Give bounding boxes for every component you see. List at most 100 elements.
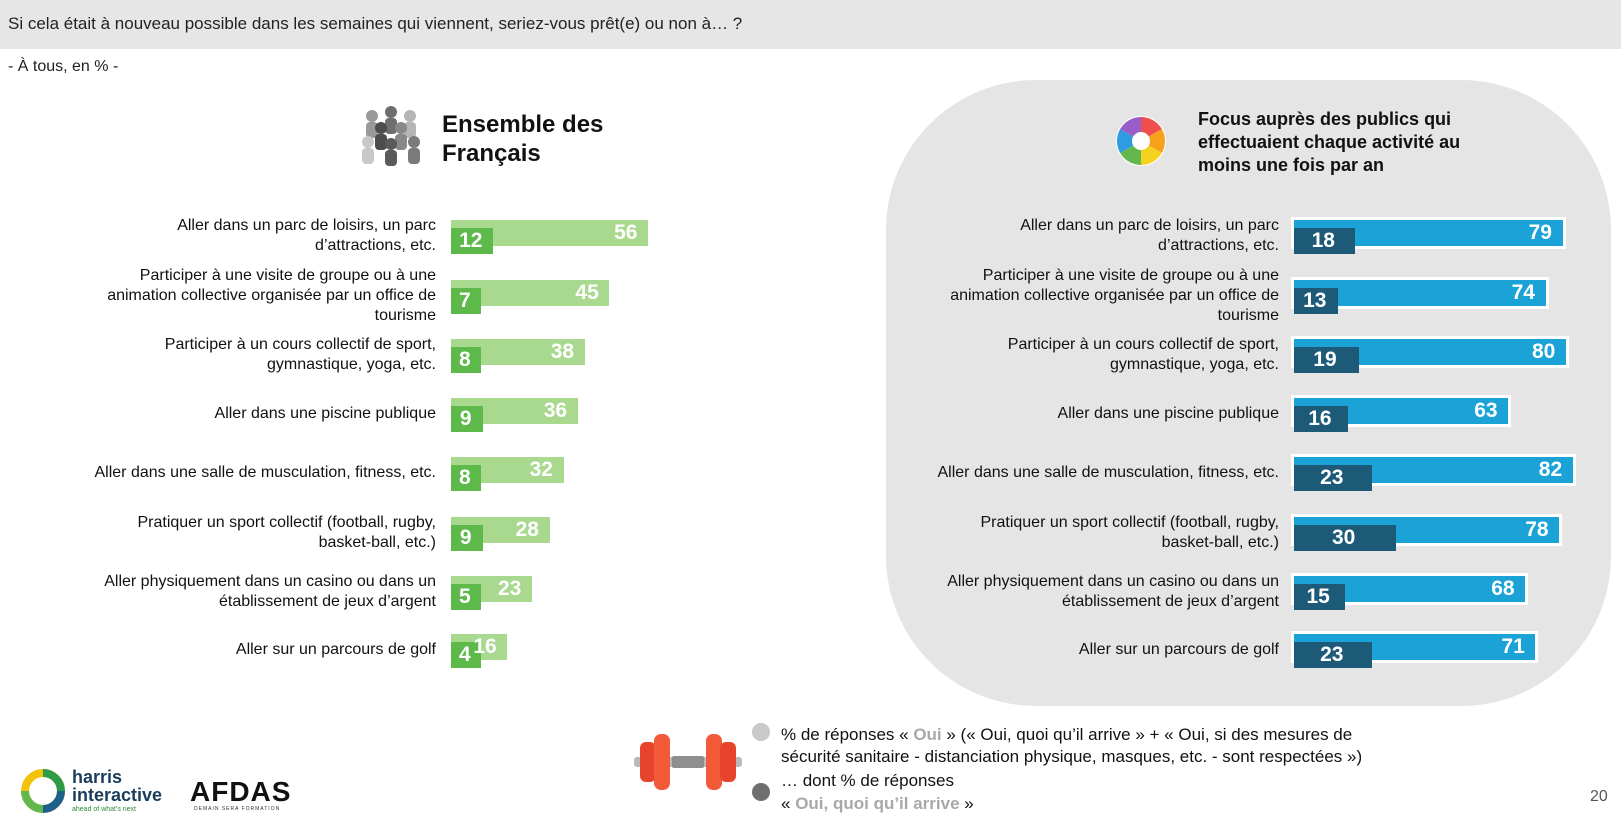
left-category-line: gymnastique, yoga, etc. [267, 356, 436, 373]
right-title-line1: Focus auprès des publics qui [1198, 109, 1452, 129]
right-bar-quoi-quil-arrive [1294, 406, 1349, 432]
left-category-label: Participer à une visite de groupe ou à u… [16, 266, 436, 326]
right-category-line: Pratiquer un sport collectif (football, … [980, 514, 1279, 531]
right-bar-quoi-quil-arrive [1294, 525, 1396, 551]
right-category-line: Aller dans une salle de musculation, fit… [937, 464, 1279, 481]
legend-text-1a: % de réponses « [781, 725, 914, 744]
right-category-line: d’attractions, etc. [1158, 237, 1279, 254]
left-category-line: Aller physiquement dans un casino ou dan… [104, 573, 436, 590]
harris-logo-text: harris interactive [72, 768, 162, 804]
left-title-line2: Français [442, 140, 541, 167]
afdas-tagline: DEMAIN SERA FORMATION [194, 806, 281, 812]
harris-tagline: ahead of what's next [72, 806, 136, 813]
right-value-quoi-quil-arrive: 16 [1308, 407, 1332, 430]
right-category-line: Participer à un cours collectif de sport… [1007, 336, 1279, 353]
left-bar-quoi-quil-arrive [451, 525, 483, 551]
right-category-label: Pratiquer un sport collectif (football, … [859, 513, 1279, 553]
left-value-oui: 38 [550, 340, 575, 363]
left-value-quoi-quil-arrive: 5 [459, 585, 471, 608]
left-bar-quoi-quil-arrive [451, 465, 481, 491]
left-value-oui: 28 [515, 518, 539, 541]
left-value-oui: 36 [543, 399, 568, 422]
right-value-quoi-quil-arrive: 30 [1332, 526, 1356, 549]
right-category-label: Participer à un cours collectif de sport… [859, 335, 1279, 375]
legend-text-oui: Oui [913, 725, 942, 744]
left-category-line: Aller dans une salle de musculation, fit… [94, 464, 436, 481]
left-category-line: d’attractions, etc. [315, 237, 436, 254]
left-category-label: Aller physiquement dans un casino ou dan… [16, 572, 436, 612]
right-bar-quoi-quil-arrive [1294, 228, 1356, 254]
left-category-line: tourisme [374, 307, 436, 324]
left-value-quoi-quil-arrive: 9 [459, 526, 472, 549]
right-category-label: Aller dans une salle de musculation, fit… [859, 463, 1279, 483]
left-value-quoi-quil-arrive: 7 [459, 289, 471, 312]
right-value-oui: 68 [1491, 577, 1515, 600]
right-value-oui: 63 [1474, 399, 1498, 422]
left-chart-title: Ensemble des Français [442, 110, 603, 168]
left-value-quoi-quil-arrive: 9 [459, 407, 472, 430]
right-bar-quoi-quil-arrive [1294, 347, 1359, 373]
left-category-line: établissement de jeux d’argent [218, 593, 436, 610]
color-wheel-icon [1116, 116, 1166, 166]
legend-text-4a: « [781, 794, 796, 813]
left-category-line: Aller dans un parc de loisirs, un parc [177, 217, 436, 234]
question-bar [0, 0, 1621, 49]
right-bar-quoi-quil-arrive [1294, 642, 1373, 668]
right-bar-quoi-quil-arrive [1294, 465, 1373, 491]
dumbbell-icon [634, 734, 742, 790]
right-value-oui: 79 [1528, 221, 1552, 244]
left-value-oui: 23 [497, 577, 522, 600]
right-chart-title: Focus auprès des publics qui effectuaien… [1198, 108, 1498, 177]
legend-swatch-oui [752, 723, 770, 741]
legend-line-oui: % de réponses « Oui » (« Oui, quoi qu’il… [781, 724, 1352, 746]
legend-text-quoi: Oui, quoi qu’il arrive [795, 794, 960, 813]
left-value-oui: 56 [614, 221, 638, 244]
page-number: 20 [1590, 788, 1608, 805]
right-value-quoi-quil-arrive: 15 [1306, 585, 1330, 608]
left-category-label: Participer à un cours collectif de sport… [16, 335, 436, 375]
base-subtitle: - À tous, en % - [8, 58, 119, 75]
left-bar-quoi-quil-arrive [451, 584, 481, 610]
harris-line2: interactive [72, 785, 163, 805]
right-value-quoi-quil-arrive: 18 [1311, 229, 1335, 252]
right-category-label: Aller dans un parc de loisirs, un parc d’… [859, 216, 1279, 256]
legend-text-1b: » (« Oui, quoi qu’il arrive » + « Oui, s… [941, 725, 1353, 744]
right-category-label: Aller sur un parcours de golf [859, 640, 1279, 660]
right-category-line: Aller sur un parcours de golf [1078, 641, 1279, 658]
right-category-line: gymnastique, yoga, etc. [1110, 356, 1279, 373]
people-icon [362, 106, 420, 166]
left-value-oui: 16 [473, 635, 497, 658]
left-category-line: basket-ball, etc.) [318, 534, 436, 551]
right-value-oui: 80 [1532, 340, 1556, 363]
right-category-line: établissement de jeux d’argent [1061, 593, 1279, 610]
right-category-line: Participer à une visite de groupe ou à u… [982, 267, 1279, 284]
left-category-line: Participer à une visite de groupe ou à u… [139, 267, 436, 284]
right-value-oui: 74 [1511, 281, 1535, 304]
left-category-line: Aller dans une piscine publique [214, 405, 436, 422]
left-category-line: Aller sur un parcours de golf [235, 641, 436, 658]
left-value-quoi-quil-arrive: 12 [459, 229, 483, 252]
right-value-oui: 78 [1525, 518, 1549, 541]
right-category-line: Aller physiquement dans un casino ou dan… [947, 573, 1279, 590]
right-category-line: Aller dans une piscine publique [1057, 405, 1279, 422]
left-category-label: Pratiquer un sport collectif (football, … [16, 513, 436, 553]
right-value-oui: 82 [1538, 458, 1563, 481]
legend-swatch-quoi [752, 783, 770, 801]
left-category-label: Aller dans une piscine publique [16, 404, 436, 424]
left-category-label: Aller sur un parcours de golf [16, 640, 436, 660]
afdas-logo: AFDAS [190, 776, 292, 807]
left-bar-quoi-quil-arrive [451, 228, 494, 254]
legend-line-2: sécurité sanitaire - distanciation physi… [781, 747, 1363, 766]
left-value-oui: 32 [529, 458, 553, 481]
right-value-quoi-quil-arrive: 13 [1303, 289, 1327, 312]
left-value-quoi-quil-arrive: 4 [459, 643, 471, 666]
right-bar-quoi-quil-arrive [1294, 288, 1339, 314]
right-category-line: animation collective organisée par un of… [950, 287, 1279, 304]
left-bar-quoi-quil-arrive [451, 406, 483, 432]
question-text: Si cela était à nouveau possible dans le… [8, 14, 743, 33]
legend-line-3: … dont % de réponses [781, 771, 954, 790]
right-value-quoi-quil-arrive: 19 [1313, 348, 1337, 371]
left-value-quoi-quil-arrive: 8 [459, 348, 471, 371]
right-value-oui: 71 [1501, 635, 1525, 658]
left-bar-quoi-quil-arrive [451, 347, 481, 373]
